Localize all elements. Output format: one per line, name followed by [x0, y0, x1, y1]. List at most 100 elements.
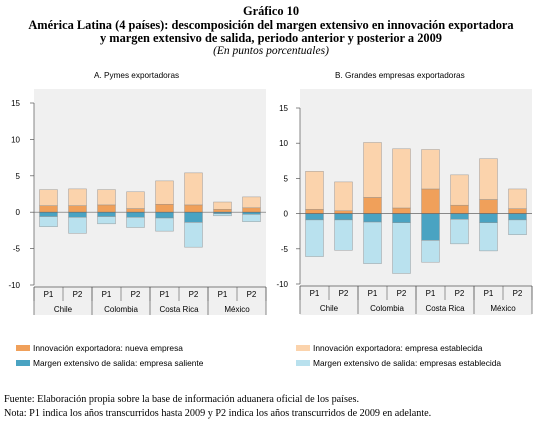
panel-b-bar-nueva	[363, 197, 382, 214]
panel-a-category-label: P1	[102, 290, 112, 299]
panel-b-bar-nueva	[450, 204, 469, 214]
panel-b-bar-salida-establecida	[334, 219, 353, 251]
panel-a-bar-establecida	[39, 189, 58, 206]
panel-a-ytick-label: 5	[16, 172, 21, 181]
panel-b-bar-nueva	[392, 207, 411, 214]
panel-a-bar-saliente	[155, 211, 174, 219]
panel-b-bar-saliente	[334, 213, 353, 221]
panel-b-bar-nueva	[479, 199, 498, 214]
panel-b-bar-saliente	[479, 213, 498, 223]
panel-a-category-label: P1	[160, 290, 170, 299]
chart-title-line2: y margen extensivo de salida, periodo an…	[100, 31, 442, 45]
panel-a-bar-establecida	[97, 189, 116, 206]
panel-a-bar-nueva	[242, 207, 261, 213]
panel-b-group-label: Colombia	[370, 304, 404, 313]
panel-b-category-label: P1	[368, 289, 378, 298]
panel-a-category-label: P2	[189, 290, 199, 299]
panel-a-bar-salida-establecida	[242, 214, 261, 222]
panel-b-bar-saliente	[392, 213, 411, 223]
legend-label: Innovación exportadora: nueva empresa	[33, 343, 183, 353]
panel-a-bar-establecida	[213, 201, 232, 210]
panel-a-bar-establecida	[68, 188, 87, 206]
panel-b-ytick-label: -5	[281, 245, 289, 254]
panel-b-bar-establecida	[392, 148, 411, 209]
panel-b-bar-nueva	[334, 210, 353, 214]
panel-b-bar-establecida	[421, 149, 440, 190]
panel-a-bar-salida-establecida	[39, 216, 58, 227]
panel-a-title: A. Pymes exportadoras	[94, 71, 179, 80]
panel-b-bar-establecida	[479, 158, 498, 200]
panel-b-bar-establecida	[334, 181, 353, 211]
panel-b-bar-establecida	[450, 174, 469, 206]
panel-a-category-label: P2	[73, 290, 83, 299]
panel-b-title: B. Grandes empresas exportadoras	[335, 71, 465, 80]
panel-b-bar-establecida	[363, 142, 382, 198]
panel-b-bar-salida-establecida	[305, 219, 324, 257]
chart-units: (En puntos porcentuales)	[213, 45, 329, 57]
panel-b-bar-establecida	[305, 171, 324, 210]
panel-a-ytick-label: 15	[11, 99, 20, 108]
panel-b-group-label: Chile	[320, 304, 339, 313]
panel-a-group-label: Costa Rica	[159, 305, 199, 314]
legend-label: Margen extensivo de salida: empresa sali…	[33, 358, 204, 368]
panel-b-bar-saliente	[305, 213, 324, 221]
legend-swatch	[16, 345, 30, 351]
panel-a-bar-nueva	[184, 204, 203, 213]
panel-b-category-label: P2	[339, 289, 349, 298]
panel-a-category-label: P2	[247, 290, 257, 299]
panel-b-bar-salida-establecida	[450, 219, 469, 245]
panel-b-ytick-label: 15	[279, 104, 288, 113]
panel-a-bar-salida-establecida	[184, 222, 203, 248]
panel-a-ytick-label: -5	[13, 245, 21, 254]
panel-a-bar-salida-establecida	[213, 213, 232, 217]
panel-b-ytick-label: 5	[284, 174, 289, 183]
panel-a-group-label: Colombia	[104, 305, 138, 314]
panel-b-bar-salida-establecida	[508, 219, 527, 235]
chart-heading: Gráfico 10	[242, 4, 300, 18]
chart-title-line1: América Latina (4 países): descomposició…	[28, 18, 514, 32]
panel-a-bar-salida-establecida	[97, 216, 116, 225]
panel-b-category-label: P2	[455, 289, 465, 298]
panel-a-bar-saliente	[68, 211, 87, 218]
panel-a-bar-nueva	[155, 203, 174, 213]
panel-b-bar-nueva	[421, 188, 440, 214]
panel-b-group-label: México	[490, 304, 516, 313]
panel-b-bar-salida-establecida	[421, 240, 440, 263]
legend-swatch	[296, 360, 310, 366]
panel-a-bar-establecida	[155, 180, 174, 205]
panel-a-bar-establecida	[184, 172, 203, 206]
panel-a-bar-saliente	[126, 211, 145, 218]
panel-b-group-label: Costa Rica	[425, 304, 465, 313]
panel-a-category-label: P1	[218, 290, 228, 299]
panel-a-category-label: P2	[131, 290, 141, 299]
panel-b-bar-salida-establecida	[363, 221, 382, 264]
panel-a-bar-nueva	[39, 205, 58, 213]
panel-a-ytick-label: 0	[16, 208, 21, 217]
panel-a-bar-salida-establecida	[155, 217, 174, 232]
panel-b-bar-establecida	[508, 188, 527, 209]
panel-b-category-label: P1	[426, 289, 436, 298]
panel-a-category-label: P1	[44, 290, 54, 299]
panel-b-bar-salida-establecida	[479, 222, 498, 252]
legend-swatch	[296, 345, 310, 351]
source-note: Fuente: Elaboración propia sobre la base…	[4, 394, 360, 405]
panel-a-group-label: México	[224, 305, 250, 314]
panel-b-category-label: P1	[310, 289, 320, 298]
panel-a-bar-nueva	[97, 204, 116, 213]
panel-b-bar-nueva	[305, 209, 324, 214]
panel-a-bar-saliente	[184, 211, 203, 223]
panel-a-ytick-label: -10	[8, 281, 20, 290]
panel-a-bar-saliente	[39, 211, 58, 217]
legend-swatch	[16, 360, 30, 366]
panel-a-bar-salida-establecida	[126, 217, 145, 228]
panel-a-bar-salida-establecida	[68, 217, 87, 234]
panel-a-ytick-label: 10	[11, 135, 20, 144]
panel-b-ytick-label: -10	[276, 280, 288, 289]
footnote: Nota: P1 indica los años transcurridos h…	[4, 408, 432, 419]
panel-b-category-label: P2	[513, 289, 523, 298]
panel-b-bar-saliente	[508, 213, 527, 221]
panel-b-category-label: P1	[484, 289, 494, 298]
panel-a-bar-nueva	[126, 208, 145, 213]
panel-a-bar-nueva	[68, 205, 87, 213]
